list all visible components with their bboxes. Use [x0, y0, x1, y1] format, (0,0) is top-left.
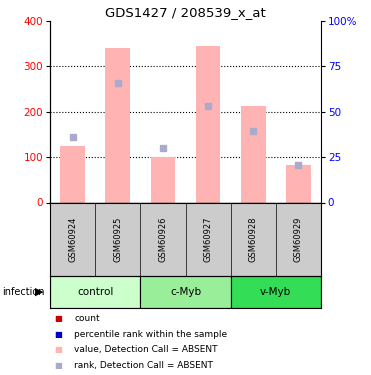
Title: GDS1427 / 208539_x_at: GDS1427 / 208539_x_at — [105, 6, 266, 20]
Bar — [196, 46, 220, 203]
Bar — [50, 276, 140, 308]
Text: ■: ■ — [54, 361, 62, 370]
Bar — [286, 165, 311, 202]
Text: GSM60924: GSM60924 — [68, 216, 77, 262]
Text: v-Myb: v-Myb — [260, 286, 291, 297]
Text: GSM60925: GSM60925 — [113, 216, 122, 262]
Text: GSM60927: GSM60927 — [204, 216, 213, 262]
Text: c-Myb: c-Myb — [170, 286, 201, 297]
Text: infection: infection — [2, 286, 45, 297]
Text: ■: ■ — [54, 345, 62, 354]
Text: rank, Detection Call = ABSENT: rank, Detection Call = ABSENT — [74, 361, 213, 370]
Bar — [105, 48, 130, 202]
Text: GSM60926: GSM60926 — [158, 216, 167, 262]
Bar — [140, 276, 231, 308]
Text: ■: ■ — [54, 315, 62, 324]
Bar — [60, 146, 85, 202]
Text: GSM60929: GSM60929 — [294, 216, 303, 262]
Text: control: control — [77, 286, 114, 297]
Bar — [151, 157, 175, 203]
Text: GSM60928: GSM60928 — [249, 216, 258, 262]
Text: ■: ■ — [54, 330, 62, 339]
Bar — [241, 106, 266, 202]
Text: percentile rank within the sample: percentile rank within the sample — [74, 330, 227, 339]
Text: count: count — [74, 315, 100, 324]
Bar — [231, 276, 321, 308]
Text: ▶: ▶ — [35, 286, 43, 297]
Text: value, Detection Call = ABSENT: value, Detection Call = ABSENT — [74, 345, 218, 354]
